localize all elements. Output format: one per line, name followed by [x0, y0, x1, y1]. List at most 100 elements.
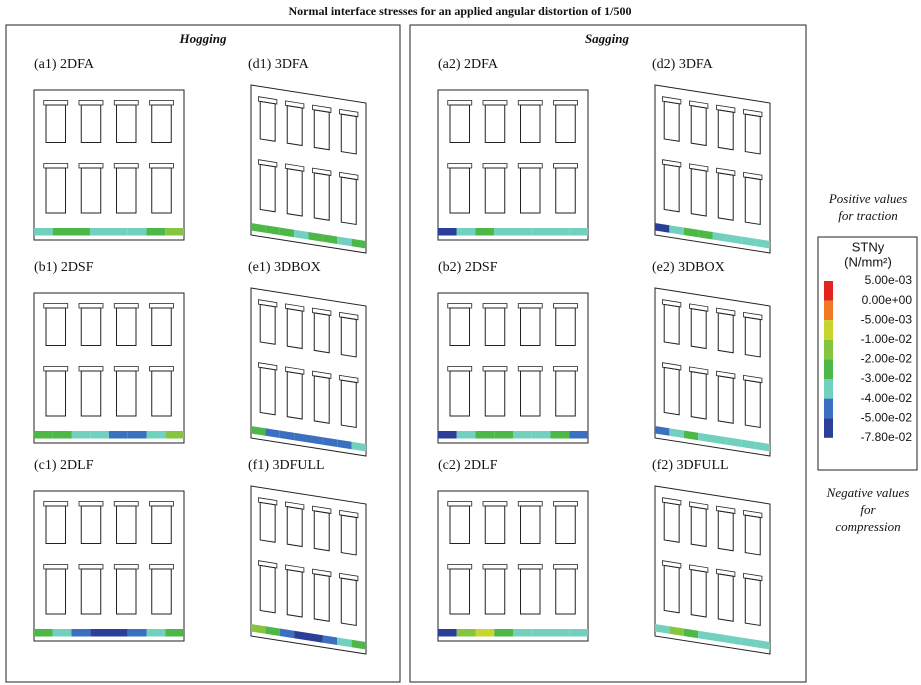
stress-strip [456, 228, 476, 236]
stress-strip [146, 629, 166, 637]
stress-strip [34, 629, 53, 637]
window-lintel [43, 501, 69, 507]
stress-strip [475, 629, 495, 637]
window-lintel [285, 564, 305, 573]
window-lintel [78, 303, 104, 309]
window-lintel [113, 100, 139, 106]
stress-strip [655, 426, 670, 436]
window-lintel [285, 163, 305, 172]
color-band [824, 320, 833, 340]
stress-strip [550, 228, 570, 236]
stress-strip [494, 228, 513, 236]
stress-strip [308, 232, 323, 242]
stress-strip [308, 435, 323, 445]
window-lintel [716, 370, 736, 379]
window-lintel [482, 163, 508, 169]
facade [654, 485, 771, 655]
stress-strip [741, 439, 756, 450]
stress-strip [698, 630, 713, 641]
window-lintel [285, 366, 305, 375]
stress-strip [52, 228, 72, 236]
color-band [824, 398, 833, 419]
window-lintel [689, 100, 709, 109]
stress-strip [251, 223, 266, 233]
stress-strip [741, 236, 756, 247]
stress-strip [712, 435, 727, 445]
window-lintel [78, 163, 104, 169]
window-lintel [716, 104, 736, 113]
window-lintel [662, 560, 682, 569]
stress-strip [165, 629, 184, 637]
window-lintel [312, 505, 332, 514]
window-lintel [43, 303, 69, 309]
stress-strip [456, 431, 476, 439]
stress-strip [127, 431, 147, 439]
window-lintel [285, 303, 305, 312]
window-lintel [716, 568, 736, 577]
subfigure-label: (b1) 2DSF [34, 260, 94, 275]
stress-strip [726, 234, 742, 244]
window-lintel [662, 362, 682, 371]
stress-strip [755, 238, 770, 249]
stress-strip [513, 228, 532, 236]
window-lintel [743, 311, 763, 321]
stress-strip [337, 637, 352, 648]
stress-strip [351, 639, 366, 650]
legend-label: -4.00e-02 [861, 391, 913, 405]
window-lintel [447, 303, 473, 309]
window-lintel [113, 163, 139, 169]
facade [33, 292, 185, 444]
window-lintel [149, 564, 174, 570]
legend-note: compression [835, 519, 900, 534]
window-lintel [43, 100, 69, 106]
window-lintel [689, 564, 709, 573]
window-lintel [149, 501, 174, 507]
stress-strip [34, 431, 53, 439]
window-lintel [78, 501, 104, 507]
stress-strip [456, 629, 476, 637]
color-band [824, 418, 833, 438]
window-lintel [149, 100, 174, 106]
stress-strip [550, 431, 570, 439]
window-lintel [662, 497, 682, 506]
window-lintel [339, 108, 359, 118]
stress-strip [351, 441, 366, 452]
stress-strip [165, 228, 184, 236]
stress-strip [513, 629, 532, 637]
color-band [824, 359, 833, 379]
stress-strip [698, 432, 713, 443]
stress-strip [109, 228, 128, 236]
subfigure-label: (e1) 3DBOX [248, 260, 321, 275]
stress-strip [71, 431, 91, 439]
stress-strip [698, 229, 713, 240]
window-lintel [447, 163, 473, 169]
window-lintel [743, 171, 763, 181]
legend-label: -5.00e-02 [861, 410, 913, 424]
stress-strip [712, 232, 727, 242]
facade [437, 490, 589, 642]
legend-title: (N/mm²) [844, 254, 892, 269]
stress-strip [52, 629, 72, 637]
window-lintel [447, 366, 473, 372]
window-lintel [447, 100, 473, 106]
stress-strip [531, 228, 551, 236]
stress-strip [308, 633, 323, 643]
color-band [824, 281, 833, 301]
legend-note: Negative values [826, 485, 910, 500]
window-lintel [43, 366, 69, 372]
window-lintel [113, 366, 139, 372]
window-lintel [339, 374, 359, 384]
stress-strip [279, 430, 295, 441]
panel-frame [5, 24, 401, 683]
window-lintel [113, 303, 139, 309]
window-lintel [517, 163, 543, 169]
window-lintel [517, 100, 543, 106]
legend-label: 5.00e-03 [865, 273, 913, 287]
window-lintel [689, 303, 709, 312]
facade [33, 490, 185, 642]
stress-strip [438, 431, 457, 439]
window-lintel [258, 560, 278, 569]
color-band [824, 379, 833, 399]
legend-note: for [860, 502, 876, 517]
stress-strip [669, 428, 684, 438]
